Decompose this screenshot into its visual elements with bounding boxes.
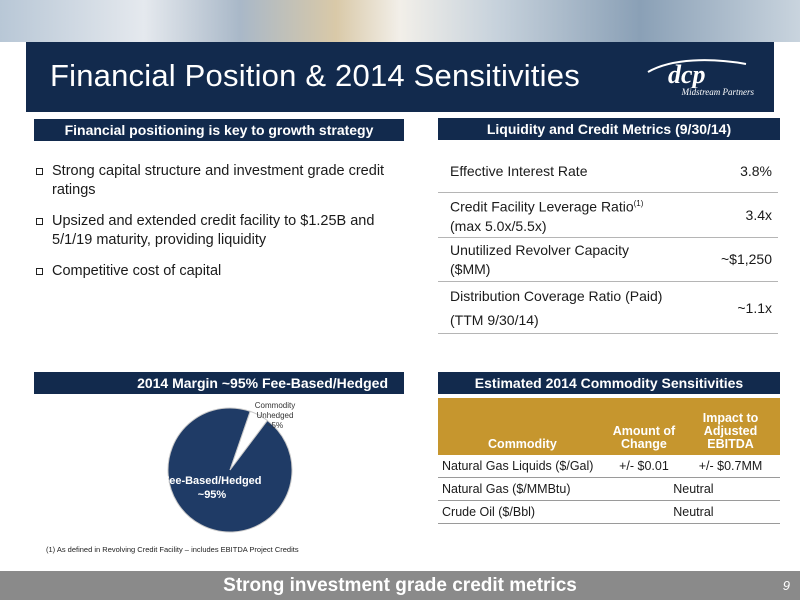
- square-bullet-icon: [36, 218, 43, 225]
- footnote: (1) As defined in Revolving Credit Facil…: [46, 545, 299, 554]
- square-bullet-icon: [36, 168, 43, 175]
- liquidity-header: Liquidity and Credit Metrics (9/30/14): [438, 118, 780, 140]
- square-bullet-icon: [36, 268, 43, 275]
- impact-cell: +/- $0.7MM: [681, 455, 780, 478]
- metric-label: Effective Interest Rate: [450, 162, 588, 179]
- bullet-text: Strong capital structure and investment …: [52, 163, 385, 198]
- table-row: Natural Gas ($/MMBtu) Neutral: [438, 477, 780, 501]
- bottom-banner-text: Strong investment grade credit metrics: [223, 575, 577, 596]
- column-header-commodity: Commodity: [438, 398, 607, 455]
- commodity-label-line2: Unhedged: [257, 411, 294, 420]
- commodity-cell: Natural Gas ($/MMBtu): [438, 477, 607, 501]
- bullet-item: Strong capital structure and investment …: [36, 162, 408, 200]
- financial-positioning-bullets: Strong capital structure and investment …: [36, 162, 408, 293]
- margin-header: 2014 Margin ~95% Fee-Based/Hedged: [34, 372, 404, 394]
- financial-positioning-header: Financial positioning is key to growth s…: [34, 119, 404, 141]
- sensitivities-table: Commodity Amount of Change Impact to Adj…: [438, 398, 780, 524]
- table-row: Natural Gas Liquids ($/Gal) +/- $0.01 +/…: [438, 455, 780, 478]
- commodity-value: ~5%: [267, 421, 283, 430]
- sensitivities-header: Estimated 2014 Commodity Sensitivities: [438, 372, 780, 394]
- metric-value: ~1.1x: [737, 299, 772, 316]
- header-photo-banner: [0, 0, 800, 42]
- logo-subtitle: Midstream Partners: [681, 87, 754, 97]
- commodity-cell: Natural Gas Liquids ($/Gal): [438, 455, 607, 478]
- page-number: 9: [782, 578, 790, 593]
- margin-pie-chart: Fee-Based/Hedged ~95% Commodity Unhedged…: [150, 400, 310, 540]
- metric-value: 3.4x: [745, 206, 772, 223]
- bullet-item: Upsized and extended credit facility to …: [36, 212, 408, 250]
- impact-cell-merged: Neutral: [606, 477, 780, 501]
- metric-row: Distribution Coverage Ratio (Paid) (TTM …: [438, 282, 778, 334]
- table-row: Crude Oil ($/Bbl) Neutral: [438, 500, 780, 524]
- fee-based-label: Fee-Based/Hedged: [162, 475, 261, 487]
- metric-label: Credit Facility Leverage Ratio(1) (max 5…: [450, 198, 644, 234]
- column-header-amount: Amount of Change: [606, 398, 682, 455]
- column-header-impact: Impact to Adjusted EBITDA: [681, 398, 780, 455]
- pie-svg: Fee-Based/Hedged ~95% Commodity Unhedged…: [162, 401, 295, 533]
- logo-mark: dcp: [668, 60, 706, 88]
- bottom-banner: Strong investment grade credit metrics 9: [0, 571, 800, 600]
- commodity-cell: Crude Oil ($/Bbl): [438, 500, 607, 524]
- commodity-label-line1: Commodity: [255, 401, 295, 410]
- company-logo: dcp Midstream Partners: [642, 56, 754, 102]
- metric-value: 3.8%: [740, 162, 772, 179]
- footnote-ref: (1): [633, 199, 644, 209]
- pie-slice-commodity: [229, 410, 269, 471]
- metric-row: Unutilized Revolver Capacity ($MM) ~$1,2…: [438, 238, 778, 282]
- fee-based-value: ~95%: [198, 489, 227, 501]
- metric-label: Distribution Coverage Ratio (Paid) (TTM …: [450, 287, 663, 328]
- bullet-text: Upsized and extended credit facility to …: [52, 213, 375, 248]
- metric-row: Credit Facility Leverage Ratio(1) (max 5…: [438, 193, 778, 238]
- metric-value: ~$1,250: [721, 251, 772, 267]
- liquidity-metrics-table: Effective Interest Rate 3.8% Credit Faci…: [438, 150, 778, 334]
- dcp-logo-icon: dcp: [647, 59, 747, 89]
- impact-cell-merged: Neutral: [606, 500, 780, 524]
- metric-row: Effective Interest Rate 3.8%: [438, 150, 778, 193]
- amount-cell: +/- $0.01: [606, 455, 682, 478]
- slide-title: Financial Position & 2014 Sensitivities: [50, 58, 580, 93]
- bullet-item: Competitive cost of capital: [36, 262, 408, 281]
- metric-label: Unutilized Revolver Capacity ($MM): [450, 241, 629, 277]
- bullet-text: Competitive cost of capital: [52, 263, 222, 279]
- title-bar: Financial Position & 2014 Sensitivities …: [26, 42, 774, 112]
